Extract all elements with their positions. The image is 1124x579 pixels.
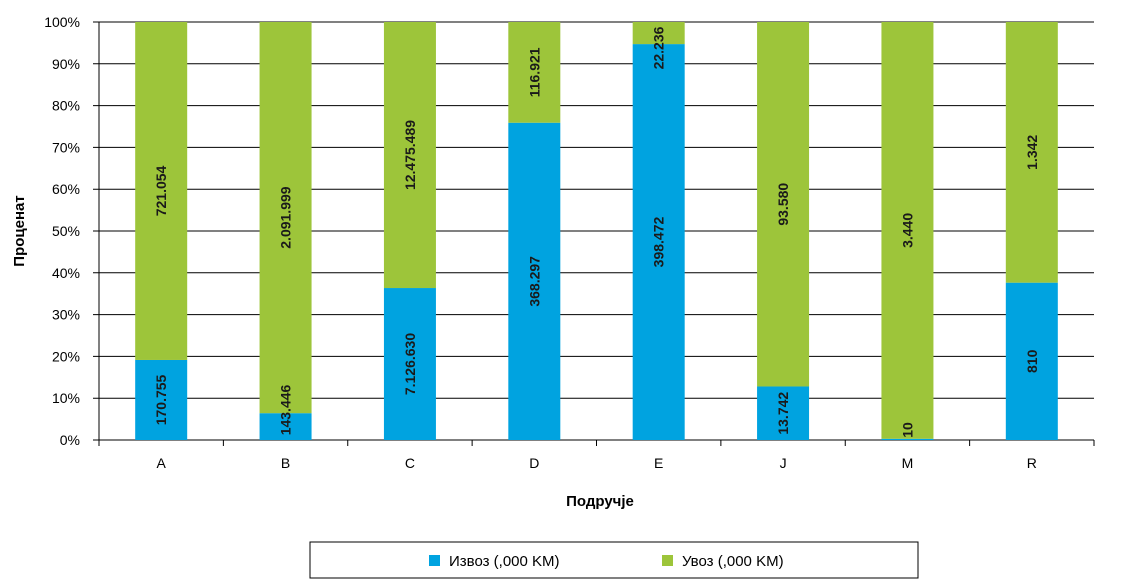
bar-segment-import <box>757 22 810 387</box>
data-labels: 170.755 721.054 143.446 2.091.999 7.126.630 1… <box>153 26 1040 437</box>
data-label-export: 13.742 <box>775 392 791 435</box>
bar-segment-export <box>383 288 436 440</box>
bar-segment-export <box>259 413 312 440</box>
legend: Извоз (,000 KM) Увоз (,000 KM) <box>309 541 919 579</box>
x-tick-label: M <box>902 455 914 471</box>
bar-segment-import <box>383 22 436 289</box>
x-tick-label: E <box>654 455 663 471</box>
data-label-export: 170.755 <box>153 374 169 425</box>
gridlines <box>93 21 1094 441</box>
legend-swatch-export <box>429 555 440 566</box>
data-label-export: 810 <box>1024 349 1040 373</box>
y-tick-label: 0% <box>60 432 80 448</box>
legend-label-import: Увоз (,000 KM) <box>682 553 784 570</box>
y-tick-label: 70% <box>52 139 80 155</box>
bar-segment-import <box>508 22 561 123</box>
data-label-import: 12.475.489 <box>402 120 418 190</box>
data-label-export: 398.472 <box>651 217 667 268</box>
data-label-import: 116.921 <box>526 47 542 97</box>
bar-segment-import <box>135 22 188 360</box>
y-tick-label: 100% <box>44 14 80 30</box>
y-tick-label: 80% <box>52 98 80 114</box>
x-tick-label: C <box>405 455 415 471</box>
y-tick-label: 10% <box>52 390 80 406</box>
y-tick-label: 50% <box>52 223 80 239</box>
bar-segment-import <box>632 22 685 45</box>
bar-segment-import <box>1005 22 1058 283</box>
data-label-import: 1.342 <box>1024 135 1040 170</box>
x-tick-label: J <box>780 455 787 471</box>
data-label-import: 93.580 <box>775 183 791 226</box>
bar-segment-export <box>1005 282 1058 440</box>
bar-segment-export <box>508 122 561 440</box>
data-label-import: 22.236 <box>651 26 667 69</box>
x-axis-title: Подручје <box>566 493 634 510</box>
data-label-export: 10 <box>899 422 915 438</box>
data-label-import: 721.054 <box>153 165 169 216</box>
data-label-export: 368.297 <box>526 256 542 307</box>
bar-segment-export <box>757 386 810 440</box>
data-label-export: 143.446 <box>278 384 294 435</box>
x-tick-label: D <box>529 455 539 471</box>
y-axis-title: Проценат <box>11 195 28 266</box>
bar-segment-import <box>259 22 312 414</box>
x-tick-label: R <box>1027 455 1037 471</box>
y-tick-label: 60% <box>52 181 80 197</box>
legend-box <box>309 541 919 579</box>
data-label-import: 3.440 <box>899 213 915 248</box>
axes: 0% 10% 20% 30% 40% 50% 60% 70% 80% 90% 100% A B C D E J M… <box>44 14 1095 471</box>
legend-swatch-import <box>662 555 673 566</box>
x-tick-label: A <box>157 455 167 471</box>
bar-segment-export <box>632 44 685 441</box>
data-label-import: 2.091.999 <box>278 186 294 248</box>
y-tick-label: 40% <box>52 265 80 281</box>
y-tick-label: 30% <box>52 307 80 323</box>
bar-segment-export <box>881 438 934 440</box>
y-tick-label: 90% <box>52 56 80 72</box>
bars <box>135 22 1058 441</box>
data-label-export: 7.126.630 <box>402 333 418 395</box>
legend-label-export: Извоз (,000 KM) <box>449 553 560 570</box>
bar-segment-import <box>881 22 934 439</box>
y-tick-label: 20% <box>52 348 80 364</box>
x-tick-label: B <box>281 455 290 471</box>
bar-segment-export <box>135 359 188 440</box>
